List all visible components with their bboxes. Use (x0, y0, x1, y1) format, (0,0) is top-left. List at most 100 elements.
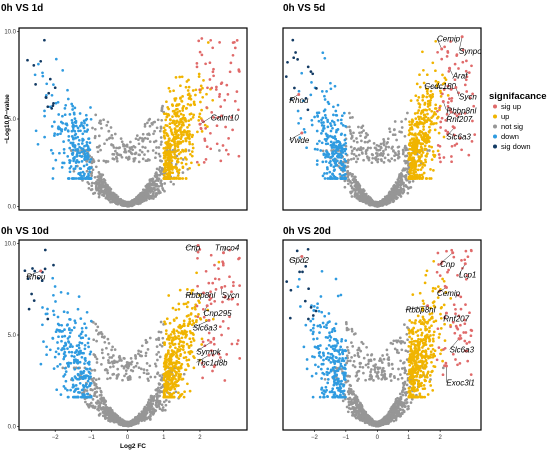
data-point (71, 128, 75, 132)
data-point (321, 174, 325, 178)
data-point (337, 145, 340, 148)
data-point (382, 149, 385, 153)
data-point (348, 125, 351, 129)
data-point (181, 348, 185, 351)
data-point (400, 120, 403, 123)
data-point (373, 146, 377, 150)
data-point (127, 361, 130, 365)
data-point (390, 147, 394, 150)
data-point (80, 155, 83, 158)
data-point (336, 152, 340, 156)
data-point (163, 136, 167, 140)
data-point (171, 349, 174, 353)
data-point (168, 342, 172, 345)
data-point (112, 198, 116, 201)
data-point (96, 332, 100, 336)
data-point (170, 379, 174, 382)
data-point (110, 360, 114, 364)
data-point (350, 195, 354, 198)
data-point (153, 362, 157, 366)
data-point (383, 156, 387, 160)
data-point (112, 146, 116, 149)
data-point (93, 387, 97, 391)
data-point (316, 114, 319, 117)
data-point (149, 410, 152, 414)
data-point (117, 356, 121, 359)
gene-label: Rhou (289, 96, 309, 105)
data-point (436, 109, 439, 113)
data-point (179, 140, 183, 144)
data-point (407, 158, 411, 161)
data-point (361, 200, 365, 203)
data-point (315, 87, 318, 90)
data-point (144, 351, 148, 355)
data-point (425, 136, 429, 140)
data-point (130, 202, 133, 206)
data-point (121, 378, 124, 382)
data-point (158, 154, 162, 158)
data-point (154, 364, 158, 368)
data-point (397, 145, 401, 149)
data-point (179, 84, 182, 88)
data-point (349, 145, 353, 149)
data-point (293, 86, 296, 90)
data-point (90, 181, 94, 185)
data-point (149, 400, 153, 404)
data-point (204, 127, 207, 130)
data-point (131, 369, 135, 373)
data-point (129, 422, 133, 425)
data-point (61, 366, 65, 370)
data-point (346, 161, 350, 164)
data-point (102, 402, 106, 406)
data-point (105, 369, 109, 372)
data-point (87, 182, 91, 186)
data-point (352, 139, 356, 143)
data-point (358, 197, 361, 201)
data-point (89, 106, 92, 109)
labeled-point (449, 110, 453, 114)
data-point (209, 131, 212, 135)
data-point (157, 177, 161, 181)
data-point (461, 60, 465, 64)
data-point (315, 142, 319, 146)
data-point (66, 97, 70, 101)
data-point (144, 413, 147, 417)
data-point (162, 134, 166, 137)
data-point (51, 152, 55, 155)
data-point (153, 408, 157, 412)
data-point (103, 142, 106, 146)
data-point (470, 64, 473, 68)
data-point (354, 193, 358, 197)
data-point (156, 358, 159, 362)
y-tick-label: 10.0 (4, 30, 16, 36)
data-point (323, 172, 326, 175)
data-point (151, 149, 155, 152)
data-point (311, 72, 315, 76)
data-point (171, 165, 175, 169)
data-point (352, 187, 356, 191)
data-point (343, 133, 347, 137)
data-point (73, 120, 77, 124)
data-point (438, 106, 441, 110)
data-point (186, 126, 189, 129)
data-point (414, 94, 418, 98)
data-point (148, 140, 152, 143)
data-point (426, 112, 429, 116)
data-point (465, 59, 468, 63)
data-point (431, 114, 435, 118)
data-point (118, 200, 122, 204)
data-point (357, 125, 360, 129)
data-point (92, 338, 96, 342)
data-point (235, 90, 239, 93)
data-point (99, 179, 103, 183)
data-point (125, 156, 128, 159)
data-point (93, 191, 97, 195)
data-point (202, 79, 205, 82)
data-point (109, 417, 113, 420)
data-point (188, 317, 192, 321)
data-point (140, 354, 144, 358)
data-point (334, 113, 338, 117)
data-point (124, 372, 128, 376)
data-point (98, 172, 102, 176)
data-point (116, 153, 119, 156)
